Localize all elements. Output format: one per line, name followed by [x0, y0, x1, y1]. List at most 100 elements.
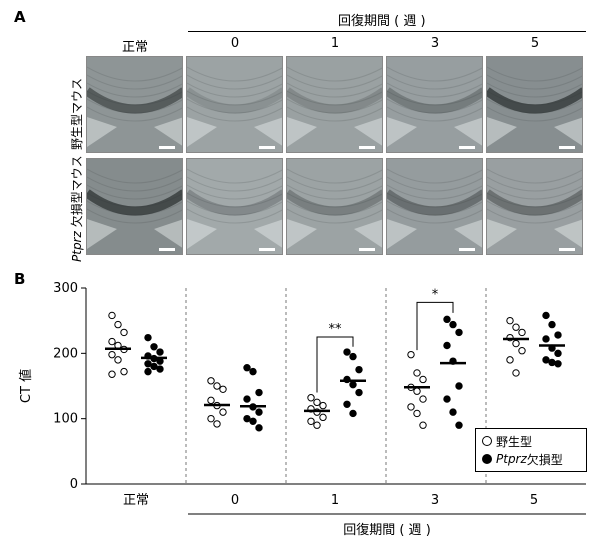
ptprz-ko-point: [144, 333, 152, 342]
tissue-image: [186, 56, 283, 153]
ptprz-ko-point: [449, 320, 457, 329]
scale-bar: [559, 146, 575, 149]
tissue-image: [86, 56, 183, 153]
wild-type-point: [518, 328, 526, 337]
wild-type-point: [419, 395, 427, 403]
column-label: 1: [330, 36, 340, 51]
y-axis-label: CT 値: [18, 369, 34, 403]
ptprz-ko-point: [455, 328, 463, 337]
scale-bar: [259, 248, 275, 251]
ptprz-ko-point: [343, 348, 351, 356]
x-tick-label: 1: [331, 493, 339, 508]
wild-type-point: [313, 398, 321, 407]
wild-type-point: [319, 413, 327, 422]
ptprz-ko-point: [255, 388, 263, 397]
x-tick-label: 5: [530, 493, 538, 508]
ptprz-ko-point: [443, 315, 451, 324]
wild-type-point: [307, 417, 315, 425]
wild-type-point: [114, 356, 122, 364]
ptprz-ko-point: [349, 409, 357, 418]
y-tick-label: 0: [70, 477, 78, 492]
wild-type-point: [518, 347, 526, 355]
tissue-image: [286, 56, 383, 153]
open-circle-marker: [482, 436, 492, 446]
tissue-image: [186, 158, 283, 255]
y-tick-label: 300: [53, 281, 78, 296]
column-label: 3: [430, 36, 440, 51]
wild-type-point: [413, 409, 421, 418]
wild-type-point: [419, 421, 427, 429]
significance-mark: *: [432, 287, 439, 302]
scale-bar: [159, 248, 175, 251]
tissue-image: [386, 158, 483, 255]
scale-bar: [159, 146, 175, 149]
row-label-ptprz-ko: Ptprz 欠損型マウス: [70, 155, 84, 262]
wild-type-point: [114, 320, 122, 329]
wild-type-point: [413, 387, 421, 395]
wild-type-point: [108, 350, 116, 359]
ptprz-ko-point: [554, 349, 562, 358]
tissue-image: [386, 56, 483, 153]
ptprz-ko-point: [144, 360, 152, 368]
wild-type-point: [108, 370, 116, 378]
ptprz-ko-point: [255, 408, 263, 416]
panel-a-letter: A: [14, 8, 26, 26]
ptprz-ko-point: [355, 388, 363, 397]
ptprz-ko-point: [343, 400, 351, 408]
ptprz-ko-point: [144, 367, 152, 376]
ptprz-ko-point: [156, 365, 164, 373]
ptprz-ko-point: [542, 335, 550, 343]
scale-bar: [459, 248, 475, 251]
column-label: 0: [230, 36, 240, 51]
wild-type-point: [413, 369, 421, 377]
significance-mark: **: [329, 322, 343, 337]
wild-type-point: [120, 367, 128, 376]
wild-type-point: [506, 356, 514, 364]
wild-type-point: [307, 394, 315, 402]
wild-type-point: [213, 382, 221, 390]
y-tick-label: 200: [53, 346, 78, 361]
scale-bar: [359, 146, 375, 149]
wild-type-point: [512, 323, 520, 331]
scale-bar: [459, 146, 475, 149]
ptprz-ko-point: [548, 320, 556, 329]
wild-type-point: [407, 350, 415, 359]
legend-item-ptprz-ko: Ptprz 欠損型: [482, 450, 580, 468]
wild-type-point: [213, 420, 221, 428]
ptprz-ko-point: [554, 360, 562, 368]
ptprz-ko-point: [249, 417, 257, 425]
ptprz-ko-point: [449, 408, 457, 416]
wild-type-point: [207, 414, 215, 423]
row-label-wild-type: 野生型マウス: [70, 77, 84, 150]
significance-bracket: [416, 301, 454, 351]
ptprz-ko-point: [249, 367, 257, 376]
wild-type-point: [108, 337, 116, 346]
ptprz-ko-point: [349, 380, 357, 389]
x-axis-title: 回復期間 ( 週 ): [343, 522, 431, 538]
significance-bracket: [316, 336, 354, 393]
recovery-header-line-top: [188, 31, 586, 32]
ptprz-ko-point: [443, 341, 451, 350]
tissue-image: [286, 158, 383, 255]
ptprz-ko-point: [548, 358, 556, 367]
scale-bar: [259, 146, 275, 149]
wild-type-point: [407, 403, 415, 411]
ptprz-ko-point: [243, 395, 251, 403]
tissue-image: [486, 158, 583, 255]
x-tick-label: 正常: [123, 493, 149, 508]
ptprz-ko-point: [455, 382, 463, 390]
wild-type-point: [207, 377, 215, 385]
wild-type-point: [207, 396, 215, 405]
ptprz-ko-point: [255, 424, 263, 432]
x-tick-label: 3: [431, 493, 439, 508]
ptprz-ko-point: [243, 364, 251, 372]
wild-type-point: [219, 385, 227, 393]
ptprz-ko-point: [243, 414, 251, 423]
ptprz-ko-point: [542, 311, 550, 320]
y-tick-label: 100: [53, 412, 78, 427]
recovery-period-header-top: 回復期間 ( 週 ): [338, 14, 426, 29]
ptprz-ko-point: [349, 352, 357, 361]
ptprz-ko-point: [150, 362, 158, 371]
wild-type-point: [506, 316, 514, 325]
